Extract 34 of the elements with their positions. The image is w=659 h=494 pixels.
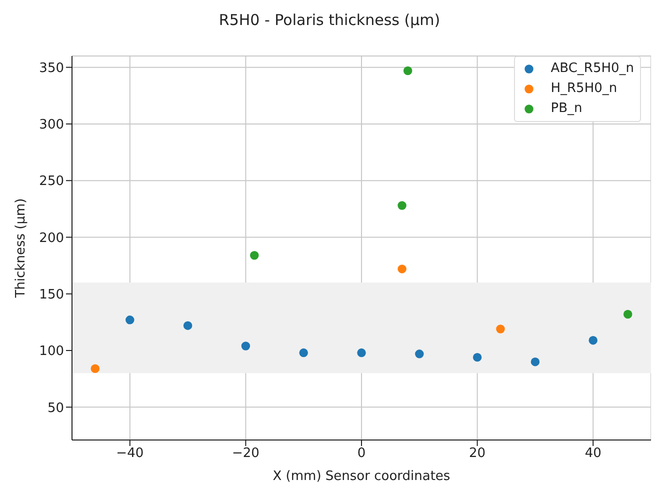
point	[530, 357, 540, 366]
legend-label: ABC_R5H0_n	[550, 60, 634, 78]
y-tick-label: 100	[39, 344, 64, 360]
point	[588, 336, 598, 345]
y-axis-title: Thickness (μm)	[14, 198, 29, 299]
point	[250, 251, 259, 260]
y-tick-label: 250	[39, 174, 64, 190]
point	[299, 348, 308, 358]
x-tick-label: 40	[584, 446, 602, 462]
point	[398, 201, 406, 210]
y-tick-label: 50	[47, 400, 64, 416]
point	[126, 316, 134, 324]
x-tick-label: 0	[357, 446, 366, 462]
y-tick-label: 300	[39, 118, 64, 133]
x-tick-label: 20	[469, 446, 486, 462]
point	[496, 324, 505, 334]
y-tick-label: 150	[39, 287, 64, 302]
x-tick-label: −20	[232, 446, 260, 462]
chart-title: R5H0 - Polaris thickness (μm)	[218, 10, 442, 31]
legend-label: PB_n	[550, 100, 584, 118]
point	[623, 310, 632, 319]
point	[472, 352, 482, 362]
point	[398, 264, 406, 274]
y-tick-label: 350	[39, 60, 64, 76]
point	[357, 348, 366, 358]
point	[403, 66, 412, 76]
point	[241, 342, 250, 350]
point	[183, 321, 192, 330]
point	[415, 350, 424, 358]
x-axis-title: X (mm) Sensor coordinates	[272, 469, 450, 484]
point	[90, 364, 100, 373]
y-tick-label: 200	[39, 230, 64, 246]
x-tick-label: −40	[116, 446, 144, 462]
legend-label: H_R5H0_n	[550, 80, 618, 98]
